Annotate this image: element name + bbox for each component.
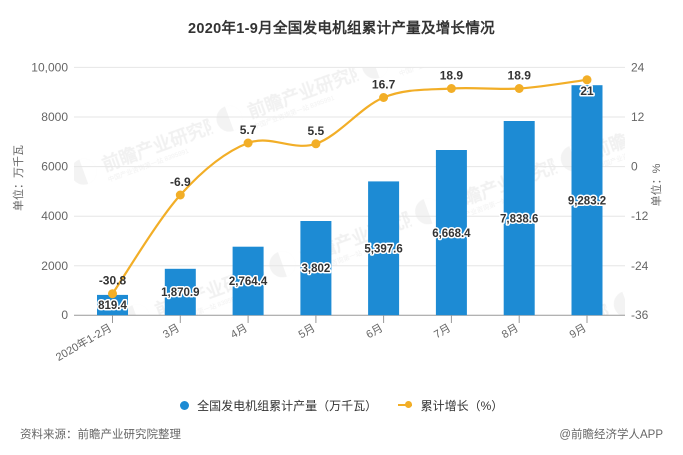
svg-text:7月: 7月 — [432, 322, 453, 341]
svg-text:5.7: 5.7 — [240, 123, 257, 137]
svg-text:-30.8: -30.8 — [99, 274, 127, 288]
svg-text:0: 0 — [631, 160, 638, 174]
svg-text:-24: -24 — [631, 259, 649, 273]
svg-text:3月: 3月 — [161, 322, 182, 341]
svg-text:4月: 4月 — [229, 322, 250, 341]
svg-text:12: 12 — [631, 110, 645, 124]
svg-text:4000: 4000 — [41, 209, 68, 223]
svg-text:5月: 5月 — [297, 322, 318, 341]
svg-text:2000: 2000 — [41, 259, 68, 273]
svg-text:5,397.6: 5,397.6 — [364, 244, 402, 256]
svg-text:2020年1-2月: 2020年1-2月 — [53, 320, 114, 363]
svg-text:2,764.4: 2,764.4 — [229, 276, 268, 288]
svg-text:7,838.6: 7,838.6 — [500, 214, 538, 226]
svg-text:6,668.4: 6,668.4 — [432, 228, 471, 240]
svg-text:1,870.9: 1,870.9 — [161, 287, 199, 299]
svg-text:3,802: 3,802 — [302, 263, 331, 275]
svg-text:21: 21 — [580, 84, 594, 98]
svg-text:8000: 8000 — [41, 110, 68, 124]
svg-text:16.7: 16.7 — [372, 78, 396, 92]
svg-text:18.9: 18.9 — [440, 69, 464, 83]
svg-text:10,000: 10,000 — [31, 60, 68, 74]
svg-text:819.4: 819.4 — [98, 300, 127, 312]
svg-text:8月: 8月 — [500, 322, 521, 341]
svg-text:5.5: 5.5 — [308, 124, 325, 138]
svg-text:0: 0 — [61, 308, 68, 322]
svg-text:24: 24 — [631, 60, 645, 74]
svg-text:-6.9: -6.9 — [170, 175, 191, 189]
svg-text:单位：万千瓦: 单位：万千瓦 — [11, 145, 25, 211]
svg-text:9月: 9月 — [568, 322, 589, 341]
svg-text:单位：%: 单位：% — [649, 163, 663, 206]
svg-text:-36: -36 — [631, 308, 649, 322]
svg-text:18.9: 18.9 — [508, 69, 532, 83]
svg-text:6月: 6月 — [364, 322, 385, 341]
svg-text:-12: -12 — [631, 209, 649, 223]
svg-text:9,283.2: 9,283.2 — [568, 196, 606, 208]
svg-text:6000: 6000 — [41, 160, 68, 174]
